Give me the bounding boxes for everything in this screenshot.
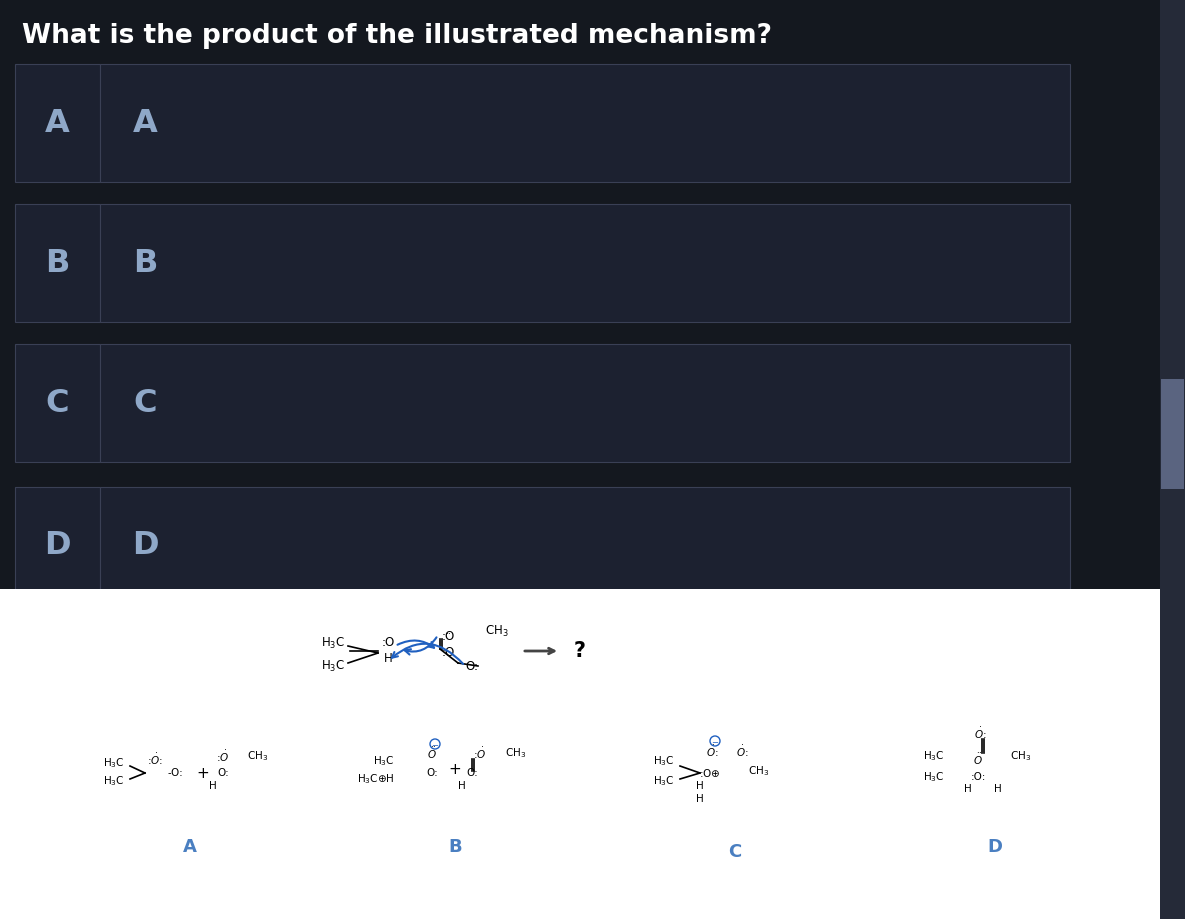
Text: H$_3$C: H$_3$C <box>923 770 944 784</box>
Text: +: + <box>197 766 210 780</box>
Text: C: C <box>729 843 742 861</box>
Text: $\ddot{O}$: $\ddot{O}$ <box>427 745 437 761</box>
Text: D: D <box>44 530 71 562</box>
Text: H: H <box>994 784 1001 794</box>
Text: :$\dot{O}$: :$\dot{O}$ <box>217 748 230 764</box>
Text: CH$_3$: CH$_3$ <box>485 623 508 639</box>
Text: H$_3$C: H$_3$C <box>653 754 675 768</box>
Text: CH$_3$: CH$_3$ <box>246 749 268 763</box>
Text: B: B <box>133 247 158 278</box>
Bar <box>100 64 1070 182</box>
Text: C: C <box>46 388 69 418</box>
Text: $\dot{O}$:: $\dot{O}$: <box>974 725 986 741</box>
Text: H$_3$C: H$_3$C <box>103 756 124 770</box>
Text: CH$_3$: CH$_3$ <box>505 746 526 760</box>
Text: $\dot{O}$:: $\dot{O}$: <box>736 743 748 758</box>
Text: H: H <box>459 781 466 791</box>
Text: $-$: $-$ <box>711 736 719 745</box>
Text: $\cdot\!\cdot$: $\cdot\!\cdot$ <box>444 627 451 636</box>
Text: A: A <box>45 108 70 139</box>
Text: CH$_3$: CH$_3$ <box>748 764 769 777</box>
Text: O:: O: <box>466 768 478 778</box>
Text: H: H <box>965 784 972 794</box>
Text: ?: ? <box>574 641 587 661</box>
Text: -O:: -O: <box>167 768 182 778</box>
Bar <box>15 487 100 605</box>
Text: B: B <box>448 838 462 856</box>
Text: :O: :O <box>382 637 395 650</box>
Bar <box>0 589 1185 919</box>
Text: H$_3$C: H$_3$C <box>321 635 345 651</box>
Bar <box>15 204 100 322</box>
Text: H$_3$C: H$_3$C <box>923 749 944 763</box>
Bar <box>1160 0 1185 919</box>
Text: CH$_3$: CH$_3$ <box>1010 749 1031 763</box>
Text: :$\dot{O}$:: :$\dot{O}$: <box>147 752 164 766</box>
Text: A: A <box>182 838 197 856</box>
Text: C: C <box>133 388 156 418</box>
Text: :O: :O <box>441 630 455 642</box>
Text: H: H <box>696 781 704 791</box>
Text: $-$: $-$ <box>431 740 440 748</box>
Text: :O$\oplus$: :O$\oplus$ <box>699 767 720 779</box>
Text: +: + <box>449 762 461 777</box>
Text: B: B <box>45 247 70 278</box>
Bar <box>15 64 100 182</box>
Text: H: H <box>209 781 217 791</box>
Text: O:: O: <box>466 660 479 673</box>
Text: D: D <box>132 530 159 562</box>
Bar <box>100 204 1070 322</box>
Text: :O: :O <box>441 646 455 660</box>
Text: H: H <box>696 794 704 804</box>
Text: H$_3$C: H$_3$C <box>321 658 345 674</box>
Text: What is the product of the illustrated mechanism?: What is the product of the illustrated m… <box>23 23 771 49</box>
Bar <box>1161 379 1184 489</box>
Text: H$_3$C$\oplus$H: H$_3$C$\oplus$H <box>358 772 395 786</box>
Text: $\ddot{O}$: $\ddot{O}$ <box>973 752 982 766</box>
Bar <box>100 344 1070 462</box>
Text: A: A <box>133 108 158 139</box>
Text: O:: O: <box>217 768 229 778</box>
Text: :$\dot{O}$: :$\dot{O}$ <box>473 745 487 761</box>
Text: H: H <box>384 652 392 665</box>
Text: $\ddot{O}$:: $\ddot{O}$: <box>706 743 718 758</box>
Text: D: D <box>987 838 1003 856</box>
Bar <box>15 344 100 462</box>
Text: H$_3$C: H$_3$C <box>653 774 675 788</box>
Text: :O:: :O: <box>971 772 986 782</box>
Text: H$_3$C: H$_3$C <box>373 754 395 768</box>
Text: H$_3$C: H$_3$C <box>103 774 124 788</box>
Bar <box>100 487 1070 605</box>
Text: O:: O: <box>427 768 438 778</box>
